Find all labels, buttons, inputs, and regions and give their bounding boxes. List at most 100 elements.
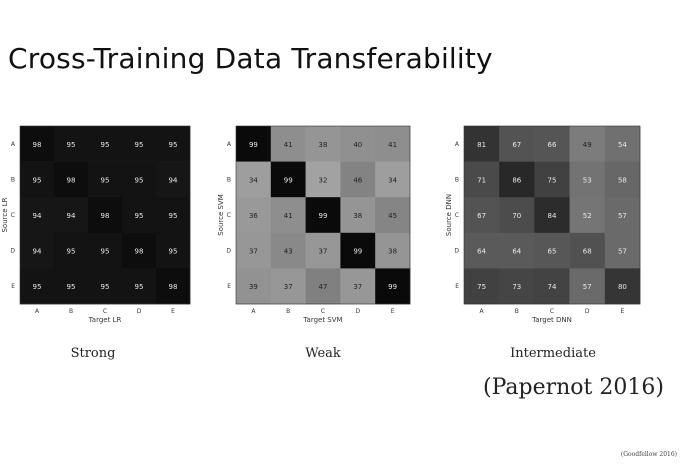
x-tick-label: B: [515, 308, 519, 315]
cell-value-label: 52: [583, 212, 592, 220]
heatmap-cell: [236, 268, 272, 305]
cell-value-label: 99: [388, 283, 397, 291]
cell-value-label: 95: [33, 176, 42, 184]
heatmap-cell: [499, 126, 535, 162]
cell-value-label: 98: [33, 141, 42, 149]
cell-value-label: 75: [477, 283, 486, 291]
x-tick-label: B: [286, 308, 290, 315]
heatmap-cell: [236, 197, 272, 234]
heatmap-cell: [340, 126, 376, 162]
heatmap-svm: 99 41 38 40 41 34 99 32 46 34 36 41 99 38 45 37 43 37 99 38…: [217, 125, 411, 324]
x-tick-label: C: [103, 308, 107, 315]
x-axis-label: Target DNN: [531, 316, 572, 324]
cell-value-label: 98: [135, 248, 144, 256]
heatmap-cell: [156, 197, 191, 234]
cell-value-label: 64: [512, 248, 521, 256]
cell-value-label: 36: [249, 212, 258, 220]
heatmap-cell: [340, 197, 376, 234]
heatmap-cell: [464, 126, 500, 162]
cell-value-label: 43: [284, 248, 293, 256]
heatmap-cell: [375, 268, 411, 305]
cell-value-label: 34: [249, 176, 258, 184]
heatmap-cell: [156, 268, 191, 305]
y-axis-label: Source SVM: [217, 194, 225, 236]
y-tick-label: D: [226, 248, 231, 255]
cell-value-label: 84: [548, 212, 557, 220]
heatmap-cell: [122, 197, 157, 234]
heatmap-cell: [340, 161, 376, 198]
heatmap-cell: [270, 268, 306, 305]
heatmap-cell: [156, 232, 191, 269]
heatmap-frame: [19, 125, 191, 305]
cell-value-label: 41: [388, 141, 397, 149]
heatmap-cell: [20, 268, 55, 305]
cell-value-label: 95: [101, 141, 110, 149]
caption-strong: Strong: [70, 346, 116, 361]
cell-value-label: 73: [512, 283, 521, 291]
heatmap-cell: [305, 232, 341, 269]
heatmap-cell: [305, 161, 341, 198]
heatmap-cell: [375, 126, 411, 162]
heatmap-cell: [20, 161, 55, 198]
heatmap-cell: [88, 268, 123, 305]
y-tick-label: C: [455, 212, 459, 219]
footnote: (Goodfellow 2016): [620, 451, 677, 458]
cell-value-label: 70: [512, 212, 521, 220]
heatmap-cell: [464, 268, 500, 305]
cell-value-label: 95: [101, 248, 110, 256]
y-tick-label: A: [227, 141, 232, 148]
cell-value-label: 95: [135, 141, 144, 149]
y-tick-label: C: [227, 212, 231, 219]
heatmap-cell: [464, 161, 500, 198]
cell-value-label: 58: [618, 176, 627, 184]
cell-value-label: 57: [618, 212, 627, 220]
heatmap-cell: [464, 197, 500, 234]
cell-value-label: 99: [319, 212, 328, 220]
x-tick-label: A: [35, 308, 40, 315]
cell-value-label: 95: [169, 212, 178, 220]
cell-value-label: 94: [169, 176, 178, 184]
heatmap-cell: [534, 126, 570, 162]
cell-value-label: 99: [353, 248, 362, 256]
cell-value-label: 95: [169, 141, 178, 149]
cell-value-label: 57: [583, 283, 592, 291]
x-tick-label: C: [321, 308, 325, 315]
x-axis-label: Target SVM: [302, 316, 342, 324]
cell-value-label: 86: [512, 176, 521, 184]
heatmap-cell: [54, 126, 89, 162]
heatmap-cell: [20, 232, 55, 269]
cell-value-label: 45: [388, 212, 397, 220]
heatmap-cell: [270, 126, 306, 162]
heatmap-cell: [375, 197, 411, 234]
heatmap-cell: [534, 268, 570, 305]
cell-value-label: 95: [67, 248, 76, 256]
cell-value-label: 95: [169, 248, 178, 256]
heatmap-cell: [20, 197, 55, 234]
x-tick-label: D: [585, 308, 590, 315]
heatmap-cell: [122, 126, 157, 162]
cell-value-label: 41: [284, 141, 293, 149]
heatmap-cell: [375, 232, 411, 269]
cell-value-label: 74: [548, 283, 557, 291]
heatmap-cell: [534, 197, 570, 234]
cell-value-label: 64: [477, 248, 486, 256]
x-tick-label: C: [550, 308, 554, 315]
x-tick-label: D: [137, 308, 142, 315]
y-tick-label: D: [454, 248, 459, 255]
heatmap-cell: [305, 197, 341, 234]
cell-value-label: 40: [353, 141, 362, 149]
x-tick-label: B: [69, 308, 73, 315]
caption-weak: Weak: [305, 346, 341, 361]
heatmap-cell: [569, 161, 606, 198]
y-tick-label: E: [11, 283, 15, 290]
heatmap-cell: [604, 268, 641, 305]
cell-value-label: 95: [135, 283, 144, 291]
cell-value-label: 32: [319, 176, 328, 184]
cell-value-label: 98: [169, 283, 178, 291]
heatmap-cell: [122, 232, 157, 269]
cell-value-label: 67: [477, 212, 486, 220]
heatmap-frame: [463, 125, 641, 305]
heatmap-cell: [305, 268, 341, 305]
cell-value-label: 94: [33, 248, 42, 256]
heatmap-cell: [236, 161, 272, 198]
